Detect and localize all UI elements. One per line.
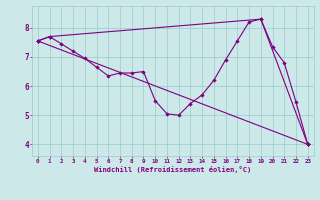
X-axis label: Windchill (Refroidissement éolien,°C): Windchill (Refroidissement éolien,°C) xyxy=(94,166,252,173)
